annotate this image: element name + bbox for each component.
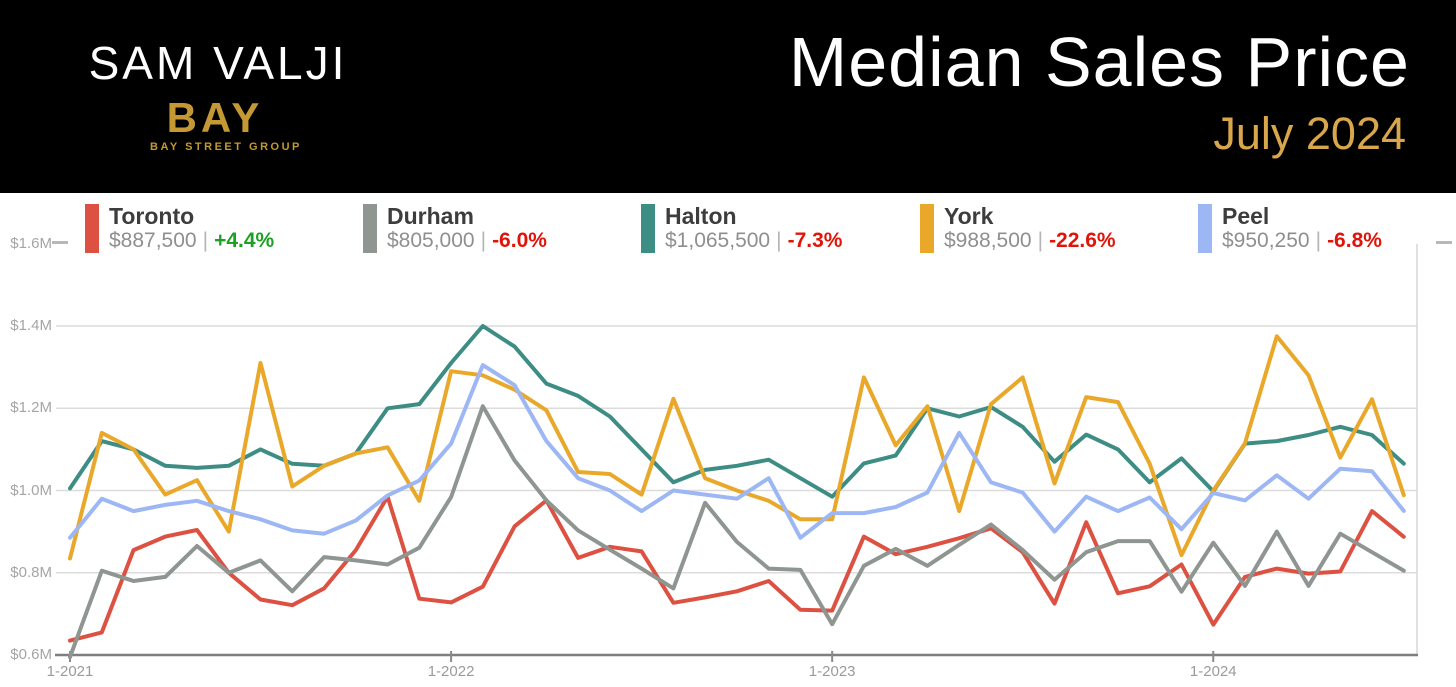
y-axis-label: $1.4M [10,317,52,334]
series-line-durham [68,404,1406,660]
legend-separator: | [480,229,487,252]
legend-delta: -22.6% [1049,229,1116,252]
x-axis-label: 1-2023 [808,663,856,680]
page-title: Median Sales Price [788,23,1410,101]
x-axis-label: 1-2022 [427,663,475,680]
legend-value-row: $1,065,500 | -7.3% [665,229,842,253]
legend-price: $887,500 [109,229,197,252]
legend-price: $1,065,500 [665,229,771,252]
legend-delta: +4.4% [214,229,275,252]
series-line-peel [68,363,1406,540]
legend-price: $805,000 [387,229,475,252]
legend-region-name: Peel [1222,203,1270,229]
legend-value-row: $805,000 | -6.0% [387,229,547,253]
agent-name: SAM VALJI [88,37,348,89]
legend-delta: -7.3% [787,229,843,252]
legend-region-name: York [944,203,994,229]
series-line-halton [68,324,1406,499]
legend-price: $988,500 [944,229,1032,252]
legend-separator: | [1037,229,1044,252]
x-axis-label: 1-2024 [1189,663,1237,680]
bay-logo-word: BAY [166,94,264,141]
y-tick-dash-right [1436,241,1452,244]
legend-separator: | [202,229,209,252]
y-axis-label: $1.2M [10,399,52,417]
legend-separator: | [1315,229,1322,252]
legend-region-name: Toronto [109,203,195,229]
legend-delta: -6.8% [1327,229,1382,252]
legend-delta: -6.0% [492,229,547,252]
report-month: July 2024 [1213,108,1406,159]
bay-street-group-logo: BAY BAY STREET GROUP [150,94,302,154]
legend-value-row: $887,500 | +4.4% [109,229,274,253]
legend-value-row: $950,250 | -6.8% [1222,229,1382,253]
legend-value-row: $988,500 | -22.6% [944,229,1116,253]
y-axis-label: $1.0M [10,481,52,499]
header-banner: SAM VALJI BAY BAY STREET GROUP Median Sa… [0,0,1456,193]
york-color-swatch [920,204,934,253]
durham-color-swatch [363,204,377,253]
legend-region-name: Halton [665,203,737,229]
x-axis-label: 1-2021 [46,663,94,680]
legend-price: $950,250 [1222,229,1310,252]
halton-color-swatch [641,204,655,253]
legend-separator: | [776,229,782,252]
y-axis-label: $0.6M [10,646,52,663]
y-axis-label: $0.8M [10,563,52,581]
series-line-toronto [68,494,1406,643]
peel-color-swatch [1198,204,1212,253]
bay-logo-subtitle: BAY STREET GROUP [150,141,302,153]
legend-region-name: Durham [387,203,474,229]
y-axis-label: $1.6M [10,234,52,252]
y-tick-dash-left [52,241,68,244]
toronto-color-swatch [85,204,99,253]
series-line-york [68,334,1406,561]
